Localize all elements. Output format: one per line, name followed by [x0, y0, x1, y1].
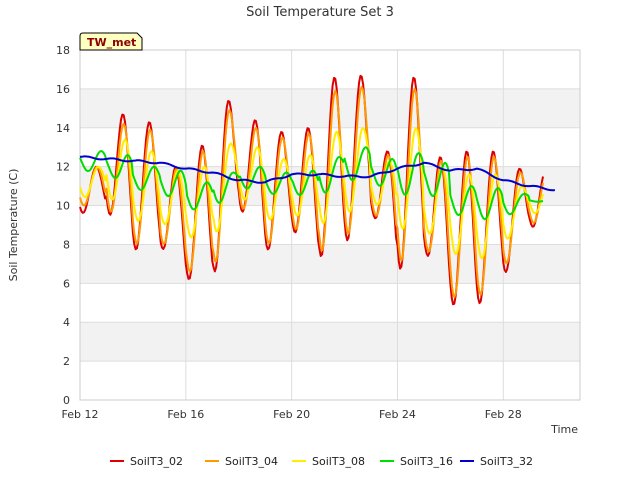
series-layer	[79, 74, 555, 306]
x-tick-label: Feb 24	[379, 408, 416, 421]
x-tick-labels: Feb 12 Feb 16 Feb 20 Feb 24 Feb 28	[62, 408, 522, 421]
series-line-soilt3_08	[79, 126, 544, 260]
y-tick-label: 4	[63, 316, 70, 329]
station-tag-text: TW_met	[87, 36, 136, 49]
y-tick-label: 0	[63, 394, 70, 407]
y-tick-label: 16	[56, 83, 70, 96]
plot-band	[80, 322, 580, 362]
plot-band	[80, 361, 580, 400]
y-tick-label: 2	[63, 355, 70, 368]
plot-background-bands	[80, 50, 580, 400]
legend-label-soilt3_32: SoilT3_32	[480, 455, 533, 468]
y-tick-labels: 0 2 4 6 8 10 12 14 16 18	[56, 44, 70, 407]
series-line-soilt3_04	[79, 85, 544, 299]
plot-frame	[79, 49, 581, 401]
series-line-soilt3_16	[79, 146, 544, 221]
legend-label-soilt3_02: SoilT3_02	[130, 455, 183, 468]
plot-band	[80, 244, 580, 284]
station-tag: TW_met	[79, 32, 143, 51]
y-tick-label: 10	[56, 200, 70, 213]
legend-label-soilt3_08: SoilT3_08	[312, 455, 365, 468]
legend: SoilT3_02 SoilT3_04 SoilT3_08 SoilT3_16 Soil…	[110, 455, 533, 468]
x-tick-label: Feb 12	[62, 408, 99, 421]
y-tick-label: 12	[56, 161, 70, 174]
y-axis-label: Soil Temperature (C)	[7, 169, 20, 282]
series-line-soilt3_32	[79, 155, 555, 192]
x-tick-label: Feb 16	[167, 408, 204, 421]
y-tick-label: 14	[56, 122, 70, 135]
legend-label-soilt3_04: SoilT3_04	[225, 455, 278, 468]
plot-band	[80, 50, 580, 89]
x-tick-label: Feb 28	[485, 408, 522, 421]
y-tick-label: 8	[63, 238, 70, 251]
y-tick-label: 6	[63, 277, 70, 290]
chart-title: Soil Temperature Set 3	[246, 5, 394, 20]
plot-band	[80, 205, 580, 245]
x-tick-label: Feb 20	[273, 408, 310, 421]
x-axis-label: Time	[550, 423, 578, 436]
grid-lines	[79, 49, 580, 401]
y-tick-label: 18	[56, 44, 70, 57]
plot-band	[80, 283, 580, 323]
legend-label-soilt3_16: SoilT3_16	[400, 455, 453, 468]
